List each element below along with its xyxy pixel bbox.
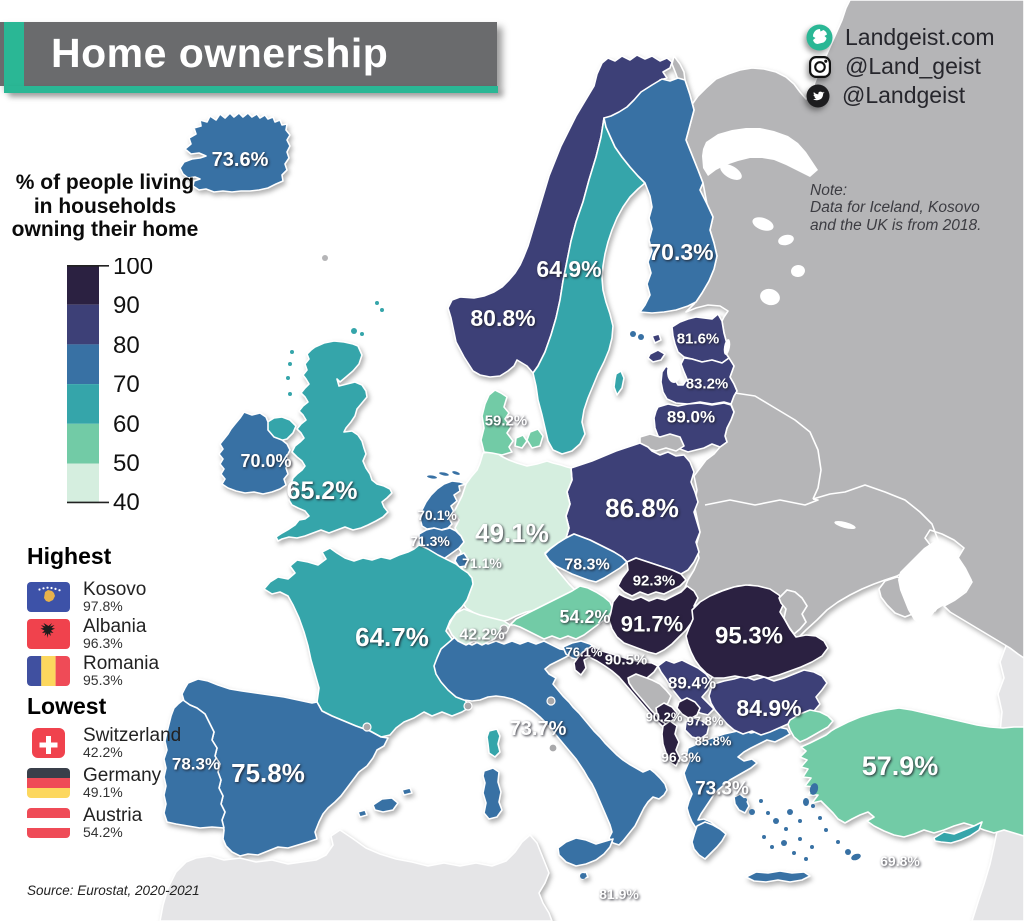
svg-text:70.0%: 70.0% [240, 451, 291, 471]
svg-text:90: 90 [113, 292, 140, 319]
svg-text:90.5%: 90.5% [605, 652, 648, 669]
svg-text:71.1%: 71.1% [462, 555, 502, 571]
svg-text:84.9%: 84.9% [736, 695, 801, 721]
svg-text:83.2%: 83.2% [686, 376, 729, 393]
svg-text:69.8%: 69.8% [880, 853, 920, 869]
svg-text:73.3%: 73.3% [695, 779, 749, 800]
svg-text:59.2%: 59.2% [485, 413, 528, 430]
svg-text:81.9%: 81.9% [599, 886, 639, 902]
svg-text:50: 50 [113, 450, 140, 477]
svg-text:54.2%: 54.2% [559, 607, 610, 627]
svg-text:64.9%: 64.9% [536, 256, 601, 282]
svg-text:70.3%: 70.3% [648, 239, 713, 265]
svg-text:100: 100 [113, 258, 153, 280]
svg-text:65.2%: 65.2% [287, 477, 358, 505]
svg-text:90.2%: 90.2% [646, 710, 683, 725]
svg-text:42.2%: 42.2% [459, 627, 504, 644]
svg-text:80.8%: 80.8% [470, 305, 535, 331]
svg-text:73.7%: 73.7% [510, 718, 567, 740]
svg-text:91.7%: 91.7% [621, 612, 683, 637]
svg-text:60: 60 [113, 411, 140, 438]
svg-text:92.3%: 92.3% [633, 573, 676, 590]
svg-text:86.8%: 86.8% [605, 493, 679, 523]
svg-text:40: 40 [113, 489, 140, 516]
svg-text:81.6%: 81.6% [677, 331, 720, 348]
svg-text:49.1%: 49.1% [475, 518, 549, 548]
svg-text:78.3%: 78.3% [564, 557, 609, 574]
svg-text:89.4%: 89.4% [668, 674, 716, 693]
svg-text:70: 70 [113, 371, 140, 398]
svg-text:76.1%: 76.1% [566, 645, 603, 660]
svg-text:85.8%: 85.8% [695, 734, 732, 749]
svg-text:71.3%: 71.3% [410, 533, 450, 549]
svg-text:80: 80 [113, 332, 140, 359]
svg-text:73.6%: 73.6% [212, 149, 269, 171]
svg-text:64.7%: 64.7% [355, 622, 429, 652]
svg-text:89.0%: 89.0% [667, 408, 715, 427]
svg-text:78.3%: 78.3% [172, 755, 220, 774]
svg-text:95.3%: 95.3% [715, 623, 783, 650]
svg-text:96.3%: 96.3% [661, 749, 701, 765]
svg-text:97.8%: 97.8% [687, 714, 724, 729]
svg-text:75.8%: 75.8% [231, 758, 305, 788]
svg-text:70.1%: 70.1% [417, 507, 457, 523]
svg-text:57.9%: 57.9% [862, 751, 939, 781]
